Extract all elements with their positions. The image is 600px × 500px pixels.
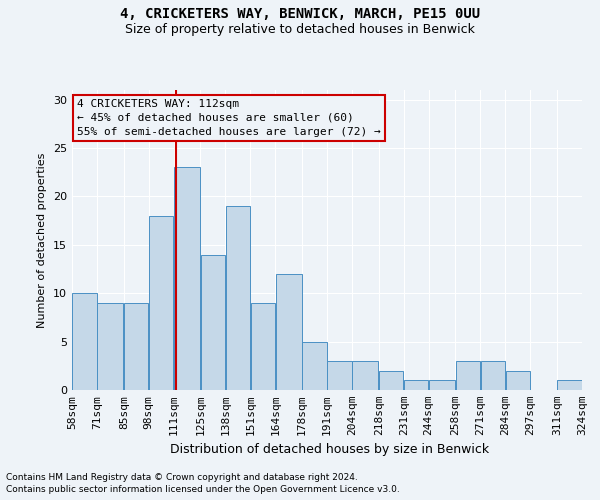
Bar [226,206,250,390]
Bar [251,303,275,390]
Bar [429,380,455,390]
Bar [174,168,200,390]
Bar [275,274,302,390]
Bar [456,361,480,390]
Bar [557,380,581,390]
Text: 4 CRICKETERS WAY: 112sqm
← 45% of detached houses are smaller (60)
55% of semi-d: 4 CRICKETERS WAY: 112sqm ← 45% of detach… [77,99,381,137]
Bar [352,361,379,390]
Y-axis label: Number of detached properties: Number of detached properties [37,152,47,328]
Bar [201,254,225,390]
Bar [302,342,326,390]
Text: Size of property relative to detached houses in Benwick: Size of property relative to detached ho… [125,22,475,36]
Bar [97,303,124,390]
Text: Distribution of detached houses by size in Benwick: Distribution of detached houses by size … [170,442,490,456]
Bar [404,380,428,390]
Bar [149,216,173,390]
Text: Contains HM Land Registry data © Crown copyright and database right 2024.: Contains HM Land Registry data © Crown c… [6,472,358,482]
Bar [481,361,505,390]
Bar [506,370,530,390]
Bar [328,361,352,390]
Text: Contains public sector information licensed under the Open Government Licence v3: Contains public sector information licen… [6,485,400,494]
Bar [379,370,403,390]
Text: 4, CRICKETERS WAY, BENWICK, MARCH, PE15 0UU: 4, CRICKETERS WAY, BENWICK, MARCH, PE15 … [120,8,480,22]
Bar [124,303,148,390]
Bar [73,293,97,390]
